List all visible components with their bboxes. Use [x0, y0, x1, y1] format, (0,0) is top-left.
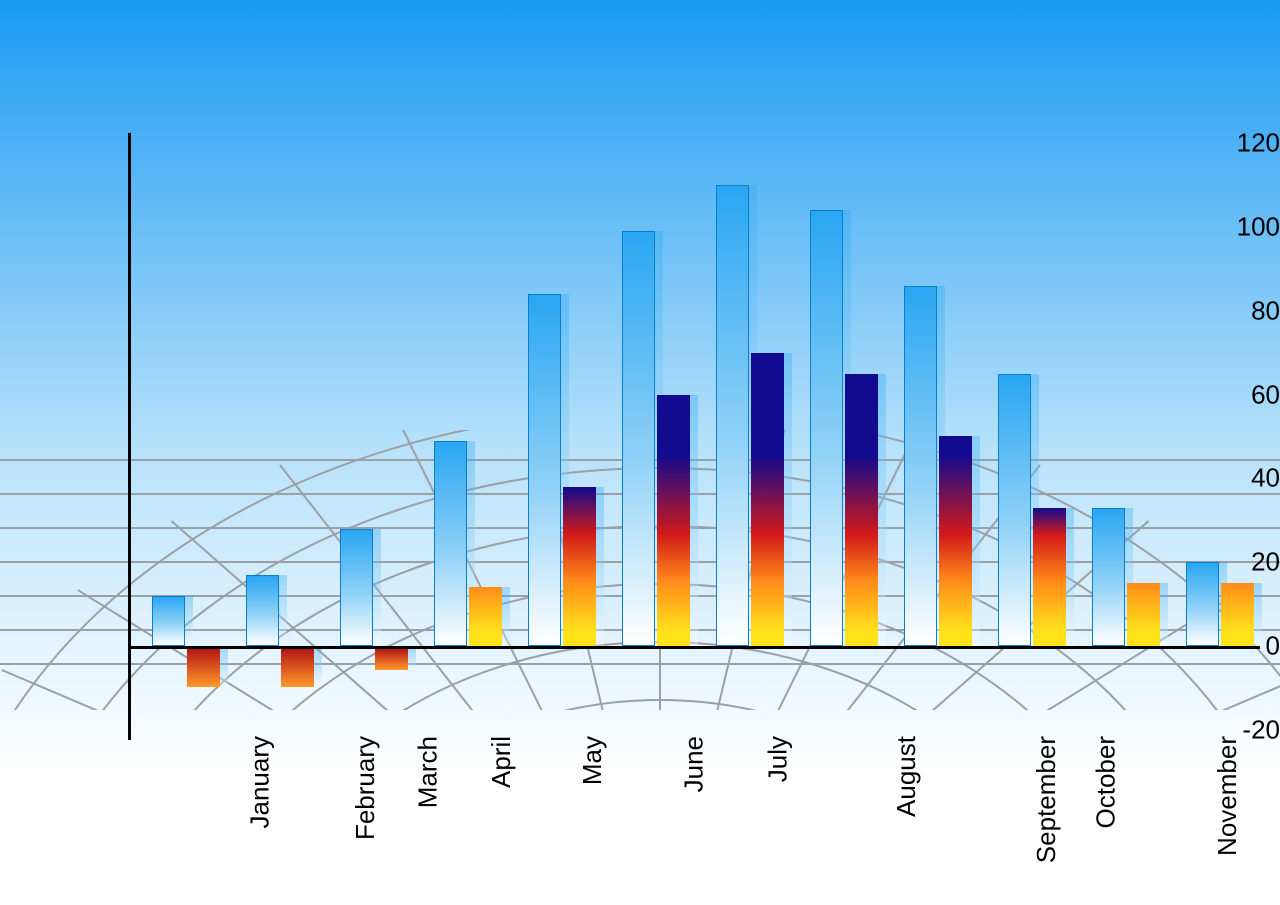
bar-series-b: [187, 649, 220, 687]
bar-series-b: [657, 395, 690, 647]
x-tick-label: March: [412, 736, 443, 808]
x-tick-label: June: [678, 736, 709, 792]
y-tick-label: 100: [1170, 211, 1280, 242]
x-tick-label: August: [891, 736, 922, 817]
bar-series-b: [375, 649, 408, 670]
bar-series-b: [563, 487, 596, 646]
y-tick-label: 120: [1170, 128, 1280, 159]
bar-series-b: [281, 649, 314, 687]
x-tick-label: July: [762, 736, 793, 782]
bar-series-a: [1092, 508, 1125, 646]
x-tick-label: September: [1031, 736, 1062, 863]
bar-series-a: [340, 529, 373, 646]
x-tick-label: November: [1212, 736, 1243, 856]
x-tick-label: February: [350, 736, 381, 840]
bar-series-a: [716, 185, 749, 646]
bar-series-a: [998, 374, 1031, 646]
bar-series-b: [751, 353, 784, 646]
bar-series-b: [1221, 583, 1254, 646]
y-tick-label: 60: [1170, 379, 1280, 410]
bar-series-a: [246, 575, 279, 646]
bar-series-b: [1033, 508, 1066, 646]
x-tick-label: October: [1091, 736, 1122, 829]
bar-series-a: [528, 294, 561, 646]
bar-series-b: [469, 587, 502, 646]
bar-series-a: [152, 596, 185, 646]
bar-series-a: [434, 441, 467, 646]
x-tick-label: January: [245, 736, 276, 829]
monthly-bar-chart: -20020406080100120JanuaryFebruaryMarchAp…: [0, 0, 1280, 905]
bar-series-a: [810, 210, 843, 646]
bar-series-a: [904, 286, 937, 646]
bar-series-a: [1186, 562, 1219, 646]
x-tick-label: April: [486, 736, 517, 788]
y-tick-label: 40: [1170, 463, 1280, 494]
bar-series-a: [622, 231, 655, 646]
bar-series-b: [939, 436, 972, 646]
bar-series-b: [1127, 583, 1160, 646]
y-tick-label: 80: [1170, 295, 1280, 326]
x-tick-label: May: [577, 736, 608, 785]
bar-series-b: [845, 374, 878, 646]
